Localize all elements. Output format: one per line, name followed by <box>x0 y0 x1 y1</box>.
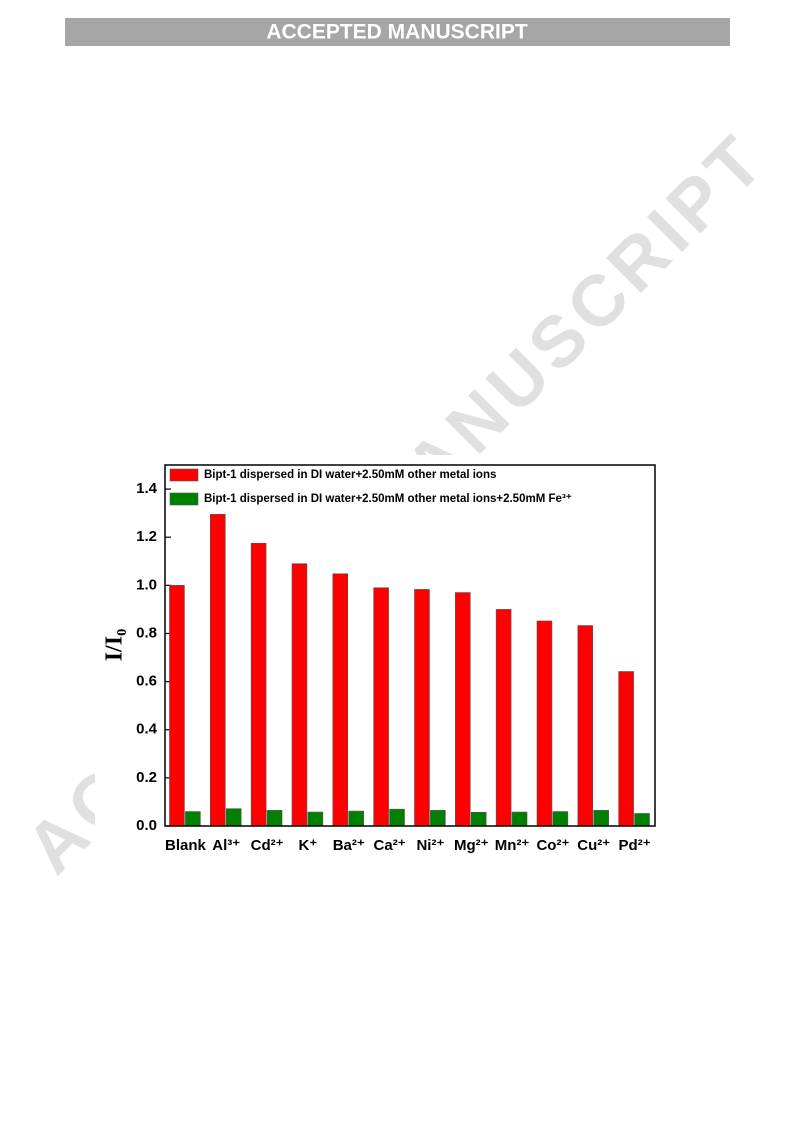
banner: ACCEPTED MANUSCRIPT <box>266 21 528 44</box>
bar <box>430 810 446 827</box>
x-tick-label: Mn²⁺ <box>495 837 530 854</box>
bar <box>250 542 267 827</box>
bar <box>577 625 594 827</box>
legend-swatch <box>169 492 199 506</box>
y-tick-label: 0.2 <box>136 769 157 786</box>
bar <box>536 620 553 827</box>
bar <box>414 589 430 827</box>
legend-label: Bipt-1 dispersed in DI water+2.50mM othe… <box>204 469 496 481</box>
x-tick-label: Pd²⁺ <box>619 837 651 854</box>
chart: 0.0 0.2 0.4 0.6 0.8 1.0 1.2 1.4 Blank Al³⁺ Cd²⁺ K⁺ B… <box>102 464 656 854</box>
bar <box>307 811 324 827</box>
x-tick-label: Ni²⁺ <box>416 837 444 854</box>
bar <box>389 808 405 827</box>
bar <box>291 563 308 827</box>
y-tick-label: 0.0 <box>136 817 157 834</box>
y-tick-label: 0.4 <box>136 721 158 738</box>
x-tick-label: Ba²⁺ <box>333 837 365 854</box>
y-tick-label: 0.8 <box>136 624 157 641</box>
bar <box>210 514 226 827</box>
x-tick-label: Co²⁺ <box>536 837 569 854</box>
x-tick-label: Mg²⁺ <box>454 837 489 854</box>
y-tick-label: 1.2 <box>136 528 157 545</box>
bar <box>348 810 364 827</box>
bar <box>373 587 389 827</box>
bar <box>225 808 242 827</box>
x-tick-label: Al³⁺ <box>212 837 240 854</box>
y-tick-label: 1.0 <box>136 576 157 593</box>
bar <box>266 810 283 827</box>
y-axis-label: I/I₀ <box>102 629 128 662</box>
bar <box>185 811 201 827</box>
bar <box>634 813 650 827</box>
legend-swatch <box>169 468 199 482</box>
bar <box>169 585 185 827</box>
legend-label: Bipt-1 dispersed in DI water+2.50mM othe… <box>204 493 572 505</box>
bar <box>618 671 634 827</box>
y-tick-label: 1.4 <box>136 480 158 497</box>
y-tick-label: 0.6 <box>136 673 157 690</box>
x-tick-label: Ca²⁺ <box>374 837 406 854</box>
x-tick-label: Cu²⁺ <box>577 837 610 854</box>
x-tick-label: Cd²⁺ <box>251 837 284 854</box>
bar <box>495 609 512 827</box>
bar <box>552 811 569 827</box>
bar <box>470 811 487 827</box>
bar <box>455 592 471 827</box>
bar <box>511 811 528 827</box>
banner-bg <box>65 18 730 46</box>
bar <box>593 810 609 827</box>
bar <box>332 573 349 827</box>
x-tick-label: Blank <box>165 837 207 854</box>
x-tick-label: K⁺ <box>299 837 318 854</box>
plot-frame <box>164 464 656 827</box>
